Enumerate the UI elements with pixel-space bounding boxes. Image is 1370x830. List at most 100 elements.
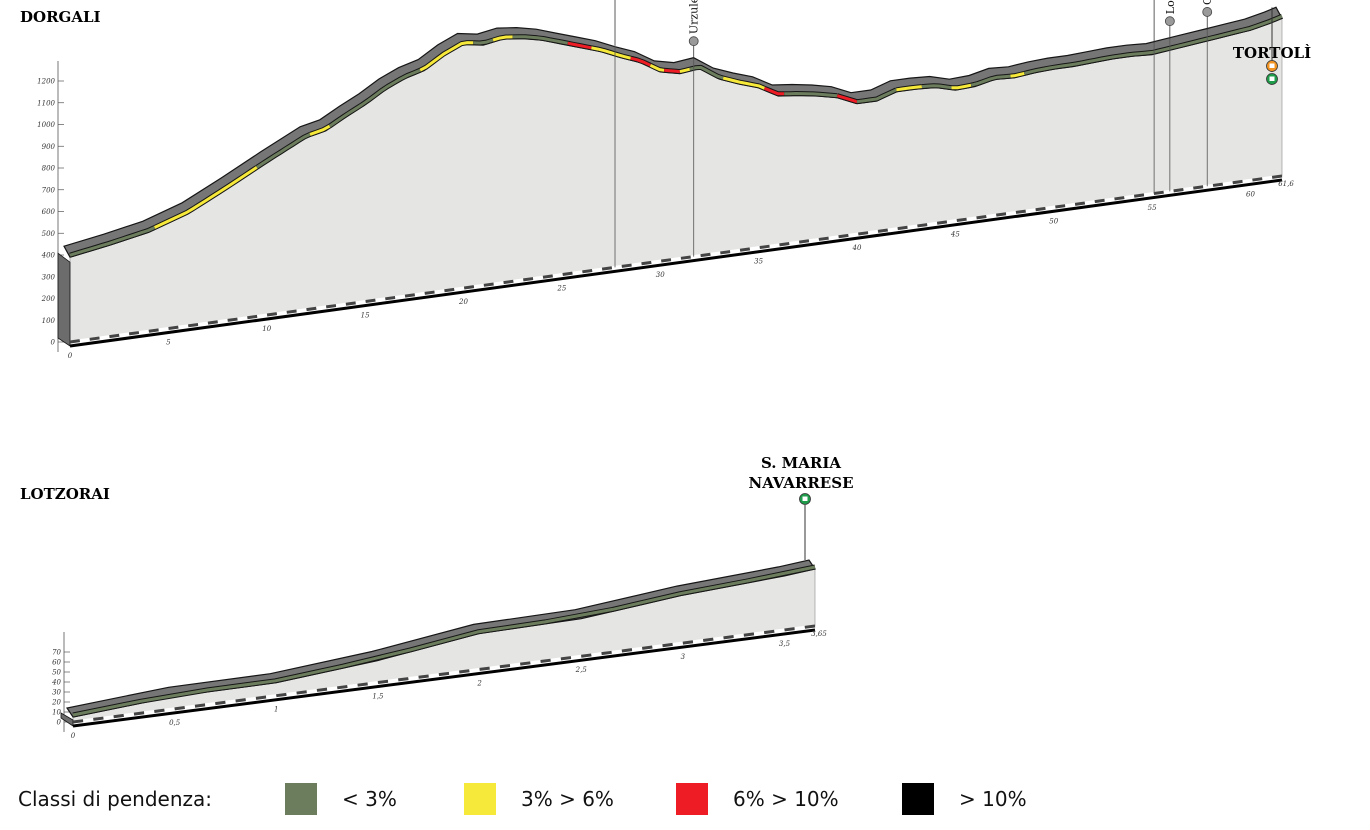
distance-ruler-segment	[789, 240, 800, 245]
gradient-segment-3	[689, 65, 724, 80]
distance-ruler-segment	[848, 232, 859, 237]
distance-ruler-segment	[798, 239, 810, 244]
distance-tick-label: 15	[361, 312, 370, 320]
gradient-segment-3-6	[896, 85, 923, 92]
distance-ruler-segment	[769, 243, 780, 248]
distance-ruler-segment	[749, 246, 760, 251]
distance-tick-label: 0	[68, 352, 73, 360]
distance-ruler-segment	[345, 301, 356, 306]
distance-ruler-segment	[428, 673, 440, 678]
gradient-segment-3	[970, 74, 1011, 87]
distance-ruler-segment	[552, 273, 563, 278]
distance-ruler-segment	[710, 251, 721, 256]
distance-ruler-segment	[672, 641, 684, 646]
gradient-segment-3-6	[419, 41, 474, 72]
distance-ruler-segment	[459, 669, 470, 674]
distance-tick-label: 10	[262, 325, 271, 333]
distance-ruler-segment	[631, 262, 642, 267]
distance-ruler-segment	[1084, 200, 1095, 205]
distance-ruler-segment	[1065, 202, 1076, 208]
distance-ruler-segment	[207, 320, 219, 325]
elevation-tick-label: 900	[42, 143, 56, 151]
legend-swatch-lt3	[285, 783, 317, 815]
distance-ruler-segment	[499, 663, 511, 669]
profile-side-face	[57, 252, 71, 347]
distance-ruler-segment	[1173, 188, 1184, 193]
distance-tick-label: 2	[476, 679, 482, 687]
legend-label-gt10: > 10%	[959, 787, 1027, 811]
elevation-tick-label: 70	[52, 649, 61, 657]
distance-ruler-segment	[523, 277, 534, 282]
distance-ruler-segment	[479, 666, 490, 671]
distance-ruler-segment	[1045, 205, 1056, 210]
distance-ruler-segment	[1202, 183, 1214, 189]
distance-ruler-segment	[720, 250, 731, 255]
gradient-segment-6-10	[567, 41, 592, 50]
elevation-tick-label: 0	[51, 339, 56, 347]
distance-ruler-segment	[79, 337, 90, 343]
distance-ruler-segment	[570, 654, 582, 660]
distance-ruler-segment	[966, 216, 977, 221]
village-icon	[1164, 16, 1175, 27]
distance-ruler-segment	[493, 281, 504, 286]
distance-ruler-segment	[266, 312, 278, 317]
distance-ruler-segment	[917, 223, 928, 228]
distance-ruler-segment	[257, 313, 268, 318]
distance-ruler-segment	[113, 713, 125, 719]
distance-ruler-segment	[237, 316, 248, 321]
distance-ruler-segment	[581, 653, 592, 658]
distance-ruler-segment	[530, 660, 541, 665]
gradient-segment-3	[69, 226, 156, 257]
elevation-tick-label: 20	[51, 699, 61, 707]
distance-ruler-segment	[702, 637, 714, 642]
distance-ruler-segment	[611, 649, 623, 654]
distance-tick-label: 0,5	[169, 719, 181, 727]
distance-ruler-segment	[408, 675, 419, 681]
distance-ruler-segment	[119, 332, 130, 337]
elevation-tick-label: 10	[52, 709, 61, 717]
distance-ruler-segment	[398, 677, 409, 682]
village-icon	[688, 36, 699, 47]
distance-ruler-segment	[532, 275, 544, 281]
distance-ruler-segment	[438, 671, 450, 677]
distance-ruler-segment	[184, 704, 196, 710]
legend-swatch-gt10	[902, 783, 934, 815]
distance-ruler-segment	[188, 322, 199, 328]
marker-label: Girasole	[1201, 0, 1214, 5]
distance-ruler-segment	[739, 247, 751, 252]
distance-ruler-segment	[93, 716, 104, 721]
distance-ruler-segment	[1212, 182, 1224, 187]
gradient-segment-3	[921, 84, 952, 90]
distance-ruler-segment	[818, 236, 829, 241]
distance-ruler-segment	[325, 304, 337, 309]
distance-ruler-segment	[164, 707, 175, 712]
elevation-tick-label: 1200	[37, 78, 55, 86]
distance-ruler-segment	[168, 325, 179, 330]
distance-ruler-segment	[601, 650, 612, 656]
distance-ruler-segment	[1153, 190, 1164, 196]
distance-ruler-segment	[601, 266, 613, 271]
distance-ruler-segment	[1143, 192, 1155, 197]
distance-ruler-segment	[154, 708, 165, 713]
distance-ruler-segment	[99, 335, 110, 340]
main-profile-chart: 0100200300400500600700800900100011001200…	[20, 0, 1311, 360]
distance-tick-label: 3	[681, 653, 686, 661]
elevation-tick-label: 30	[52, 689, 61, 697]
distance-tick-label: 5	[166, 339, 171, 347]
distance-tick-label: 30	[656, 271, 665, 279]
legend-title: Classi di pendenza:	[18, 787, 212, 811]
distance-ruler-segment	[1124, 194, 1135, 200]
distance-ruler-segment	[690, 254, 701, 259]
distance-ruler-segment	[394, 294, 406, 299]
distance-ruler-segment	[503, 279, 514, 285]
elevation-tick-label: 0	[57, 719, 62, 727]
distance-ruler-segment	[956, 217, 967, 223]
distance-ruler-segment	[247, 314, 258, 320]
gradient-segment-6-10	[763, 86, 785, 96]
distance-ruler-segment	[197, 321, 209, 326]
distance-ruler-segment	[1232, 179, 1243, 185]
distance-ruler-segment	[82, 717, 94, 723]
distance-baseline	[72, 628, 816, 728]
distance-ruler-segment	[631, 646, 643, 652]
distance-ruler-segment	[109, 333, 120, 339]
